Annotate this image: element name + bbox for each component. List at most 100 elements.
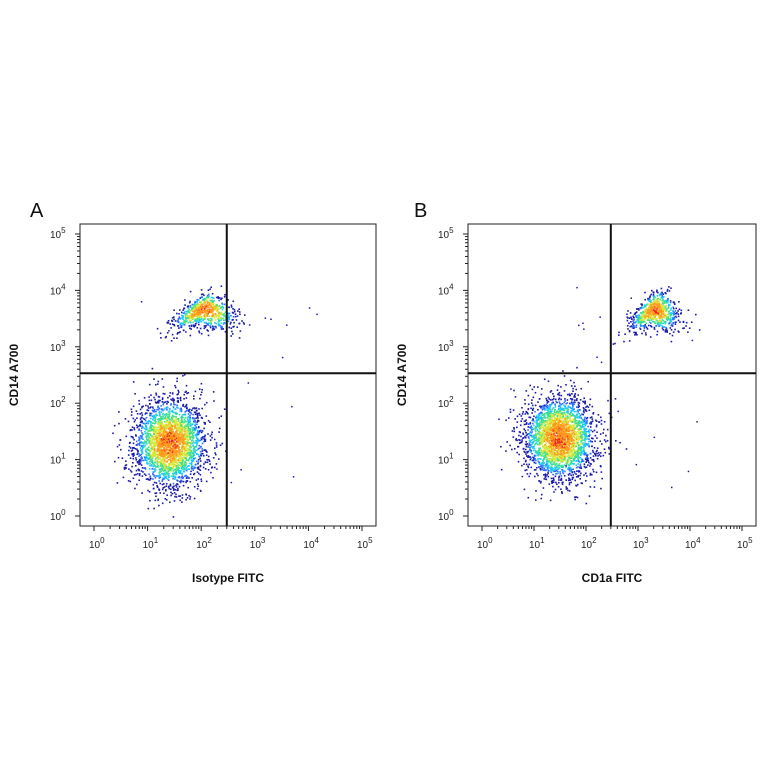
event-dot [542, 433, 544, 435]
event-dot [182, 329, 185, 332]
event-dot [217, 317, 219, 320]
event-dot [138, 461, 141, 464]
event-dot [551, 429, 554, 432]
y-tick-label: 103 [50, 339, 66, 354]
event-dot [116, 482, 119, 484]
event-dot [197, 439, 199, 441]
event-dot [160, 441, 163, 443]
event-dot [230, 327, 233, 329]
event-dot [542, 419, 544, 421]
event-dot [572, 403, 574, 405]
event-dot [213, 305, 216, 307]
event-dot [171, 469, 173, 472]
event-dot [229, 323, 232, 325]
event-dot [569, 406, 571, 408]
event-dot [180, 429, 183, 432]
event-dot [189, 320, 191, 322]
event-dot [189, 417, 191, 420]
event-dot [505, 419, 507, 422]
event-dot [138, 463, 140, 466]
event-dot [215, 314, 217, 317]
event-dot [588, 495, 591, 497]
event-dot [232, 308, 234, 310]
event-dot [566, 449, 568, 451]
event-dot [574, 393, 577, 395]
event-dot [161, 479, 164, 481]
event-dot [186, 451, 188, 453]
event-dot [557, 425, 560, 428]
event-dot [545, 425, 547, 428]
event-dot [168, 456, 171, 459]
event-dot [189, 334, 192, 337]
event-dot [161, 429, 163, 432]
event-dot [196, 327, 199, 329]
event-dot [182, 433, 185, 436]
event-dot [186, 475, 188, 478]
event-dot [134, 419, 136, 421]
event-dot [176, 447, 179, 449]
event-dot [198, 323, 200, 326]
event-dot [160, 424, 162, 426]
event-dot [178, 456, 180, 458]
event-dot [163, 474, 165, 477]
event-dot [155, 466, 157, 468]
event-dot [169, 455, 172, 458]
event-dot [207, 304, 210, 306]
event-dot [172, 457, 174, 460]
event-dot [187, 415, 190, 418]
event-dot [194, 320, 196, 322]
event-dot [173, 415, 176, 418]
event-dot [136, 444, 139, 446]
event-dot [158, 422, 161, 424]
event-dot [157, 401, 159, 404]
event-dot [144, 459, 146, 461]
event-dot [547, 455, 550, 457]
event-dot [145, 436, 148, 439]
event-dot [270, 318, 272, 320]
event-dot [139, 447, 142, 449]
event-dot [198, 408, 200, 410]
event-dot [146, 412, 148, 415]
event-dot [161, 442, 164, 445]
event-dot [161, 398, 164, 401]
event-dot [174, 424, 177, 427]
event-dot [132, 442, 135, 445]
event-dot [167, 401, 169, 403]
event-dot [516, 451, 518, 454]
event-dot [204, 302, 206, 304]
event-dot [175, 447, 177, 449]
event-dot [143, 473, 146, 475]
event-dot [171, 418, 174, 421]
event-dot [181, 501, 183, 503]
event-dot [599, 433, 602, 435]
event-dot [140, 459, 143, 461]
event-dot [181, 317, 184, 320]
event-dot [556, 401, 558, 404]
event-dot [167, 464, 170, 467]
event-dot [182, 322, 185, 324]
event-dot [172, 445, 174, 448]
event-dot [138, 444, 141, 447]
event-dot [558, 448, 560, 451]
event-dot [146, 462, 148, 465]
event-dot [244, 314, 246, 316]
event-dot [145, 435, 147, 438]
event-dot [185, 440, 188, 443]
event-dot [159, 429, 161, 431]
event-dot [602, 432, 604, 434]
event-dot [171, 455, 173, 458]
event-dot [193, 428, 196, 430]
event-dot [142, 438, 145, 440]
event-dot [221, 308, 224, 311]
event-dot [567, 416, 569, 419]
event-dot [532, 396, 535, 399]
event-dot [197, 462, 199, 465]
event-dot [212, 391, 215, 393]
event-dot [194, 320, 197, 322]
event-dot [200, 309, 203, 311]
event-dot [219, 317, 221, 319]
event-dot [577, 466, 579, 468]
event-dot [151, 459, 154, 462]
event-dot [173, 436, 175, 439]
event-dot [190, 317, 192, 320]
